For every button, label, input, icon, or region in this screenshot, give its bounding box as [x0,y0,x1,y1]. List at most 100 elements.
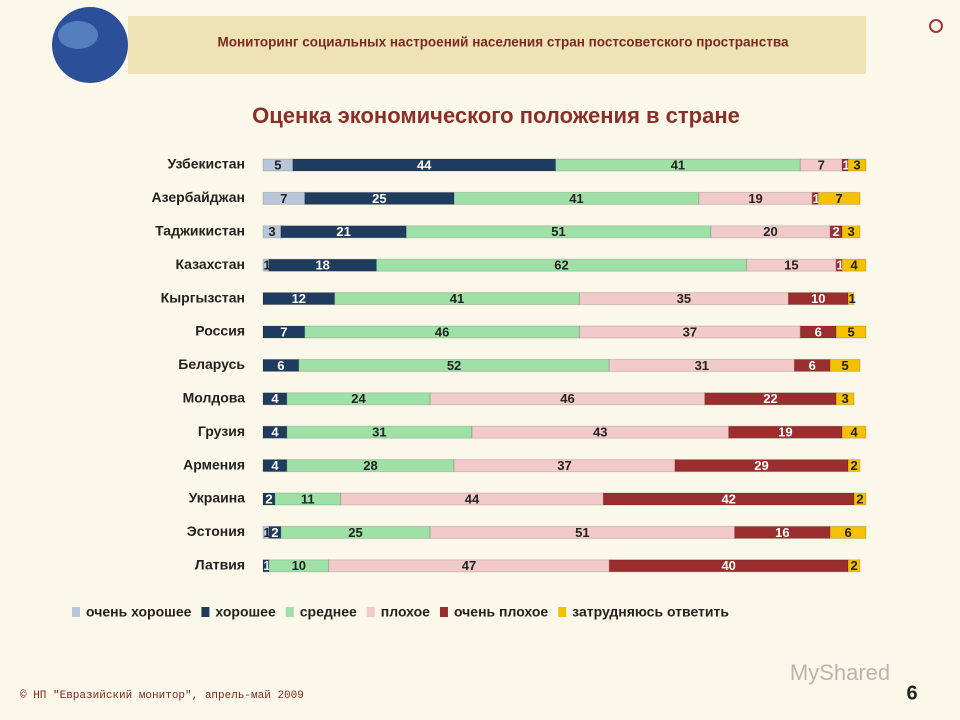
data-label: 3 [847,224,854,239]
data-label: 62 [554,258,568,273]
data-label: 2 [856,491,863,506]
y-tick-label: Узбекистан [167,156,245,172]
bar-segment [841,258,867,272]
legend: очень хорошее хорошее среднее плохое очень п… [72,604,729,620]
page-number: 6 [906,682,917,704]
data-label: 41 [671,157,685,172]
bar-segment [829,358,861,372]
data-label: 6 [809,358,816,373]
data-label: 6 [815,324,822,339]
icon [929,19,943,33]
data-label: 16 [775,525,789,540]
legend-swatch [72,607,80,617]
data-label: 1 [263,258,270,273]
data-label: 25 [348,525,362,540]
data-label: 35 [677,291,691,306]
y-tick-label: Грузия [198,423,245,439]
data-label: 44 [465,491,480,506]
data-label: 20 [763,224,777,239]
bar-segment [274,492,342,506]
data-label: 3 [841,391,848,406]
data-label: 52 [447,358,461,373]
data-label: 47 [462,558,476,573]
y-tick-label: Латвия [195,557,245,573]
chart-title: Оценка экономического положения в стране [252,103,740,128]
bar-segment [817,191,861,205]
y-tick-label: Казахстан [175,256,245,272]
y-tick-label: Эстония [187,523,245,539]
data-label: 6 [844,525,851,540]
data-label: 7 [280,191,287,206]
y-tick-label: Молдова [183,390,246,406]
data-label: 1 [837,258,844,273]
data-label: 1 [263,558,270,573]
data-label: 7 [280,324,287,339]
data-label: 19 [748,191,762,206]
data-label: 7 [836,191,843,206]
data-label: 12 [292,291,306,306]
data-label: 37 [557,458,571,473]
legend-swatch [285,607,294,617]
y-tick-label: Украина [189,490,246,506]
header-banner [128,16,866,74]
data-label: 10 [292,558,306,573]
legend-label: плохое [381,604,430,620]
legend-label: очень хорошее [86,604,192,620]
data-label: 15 [784,258,798,273]
bar-segment [787,292,849,306]
bar-segment [340,492,604,506]
data-label: 2 [271,525,278,540]
data-label: 46 [560,391,574,406]
legend-label: среднее [300,604,357,620]
y-tick-label: Кыргызстан [161,289,245,305]
y-tick-label: Армения [183,456,245,472]
bar-segment [829,525,867,539]
data-label: 31 [372,425,386,440]
data-label: 4 [271,458,279,473]
bar-segment [841,225,861,239]
data-label: 51 [551,224,565,239]
data-label: 4 [271,425,279,440]
data-label: 1 [263,525,270,540]
data-label: 10 [811,291,825,306]
y-tick-label: Россия [195,323,245,339]
bar-segment [847,459,861,473]
data-label: 51 [575,525,589,540]
bar-segment [835,325,867,339]
data-label: 18 [315,258,329,273]
data-label: 2 [833,224,840,239]
bar-segment [835,258,843,272]
legend-label: очень плохое [454,604,548,620]
data-label: 5 [841,358,848,373]
legend-swatch [558,607,567,617]
data-label: 2 [850,458,857,473]
bar-segment [847,292,855,306]
legend-label: затрудняюсь ответить [572,604,729,620]
data-label: 4 [850,258,858,273]
legend-label: хорошее [215,604,276,620]
data-label: 7 [818,157,825,172]
bar-segment [835,392,855,406]
data-label: 5 [274,157,281,172]
data-label: 37 [683,324,697,339]
data-label: 44 [417,157,432,172]
data-label: 31 [695,358,709,373]
data-label: 19 [778,425,792,440]
globe-shine [58,21,98,49]
y-tick-label: Таджикистан [155,223,245,239]
data-label: 21 [336,224,350,239]
data-label: 4 [850,425,858,440]
data-label: 46 [435,324,449,339]
data-label: 1 [813,191,820,206]
data-label: 2 [265,491,272,506]
bar-segment [847,158,867,172]
legend-swatch [366,607,375,617]
data-label: 42 [721,491,735,506]
data-label: 22 [763,391,777,406]
data-label: 3 [268,224,275,239]
header-title: Мониторинг социальных настроений населен… [218,35,789,50]
data-label: 41 [569,191,583,206]
